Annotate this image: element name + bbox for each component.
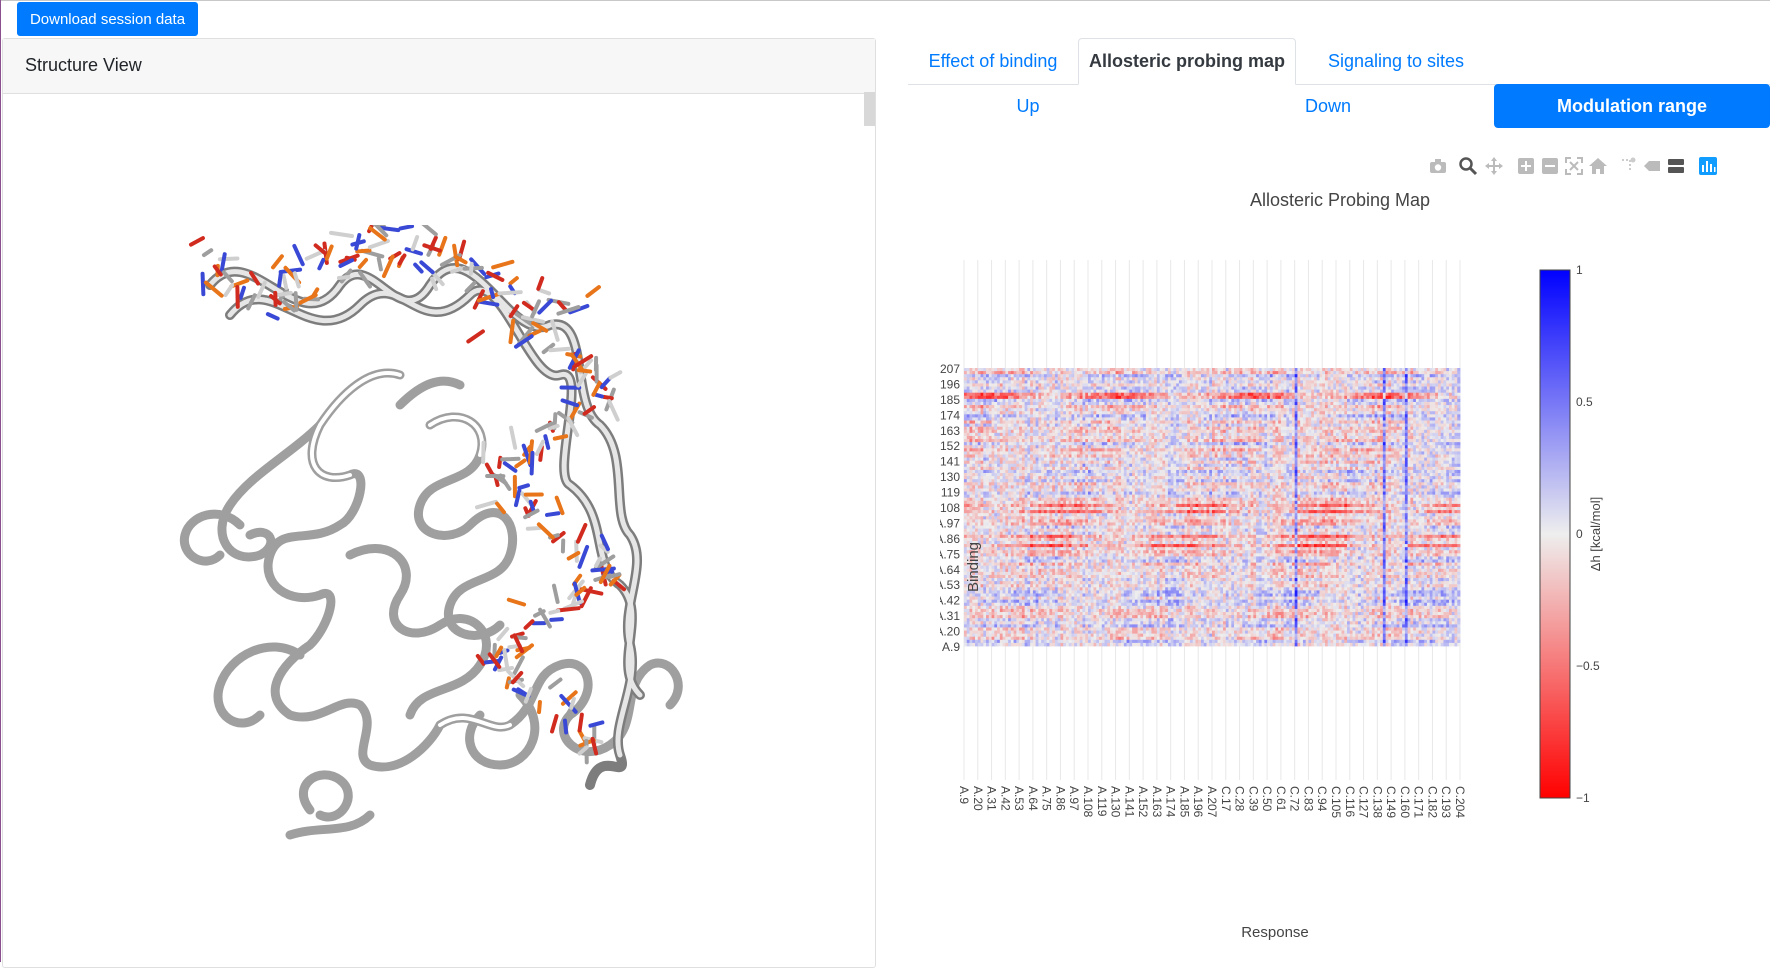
y-tick-label: A.53 — [940, 578, 960, 592]
x-tick-label: C.149 — [1384, 786, 1398, 818]
subtab-modulation-range[interactable]: Modulation range — [1494, 84, 1770, 128]
x-tick-label: A.9 — [957, 786, 971, 804]
zoom-out-icon[interactable] — [1540, 156, 1560, 176]
y-tick-label: A.174 — [940, 408, 960, 422]
y-tick-label: A.196 — [940, 377, 960, 391]
x-tick-label: A.174 — [1164, 786, 1178, 818]
x-tick-label: A.185 — [1177, 786, 1191, 818]
x-tick-label: A.141 — [1122, 786, 1136, 818]
colorbar-tick-label: 0.5 — [1576, 395, 1593, 409]
plot-modebar — [1428, 156, 1758, 178]
structure-view-scrollbar[interactable] — [864, 92, 875, 126]
y-tick-label: A.20 — [940, 625, 960, 639]
x-tick-label: A.64 — [1026, 786, 1040, 811]
y-tick-label: A.119 — [940, 486, 960, 500]
x-tick-label: A.152 — [1136, 786, 1150, 818]
x-tick-label: A.207 — [1205, 786, 1219, 818]
colorbar-tick-label: −0.5 — [1576, 659, 1600, 673]
autoscale-icon[interactable] — [1564, 156, 1584, 176]
x-tick-label: A.86 — [1053, 786, 1067, 811]
x-tick-label: C.182 — [1425, 786, 1439, 818]
y-tick-label: A.97 — [940, 516, 960, 530]
zoom-icon[interactable] — [1458, 156, 1478, 176]
y-tick-label: A.108 — [940, 501, 960, 515]
y-tick-label: A.163 — [940, 424, 960, 438]
x-tick-label: C.160 — [1398, 786, 1412, 818]
y-tick-label: A.152 — [940, 439, 960, 453]
reset-axes-icon[interactable] — [1588, 156, 1608, 176]
hover-closest-icon[interactable] — [1642, 156, 1662, 176]
x-tick-label: C.127 — [1357, 786, 1371, 818]
tab-effect-of-binding[interactable]: Effect of binding — [908, 38, 1078, 84]
analysis-tabs: Effect of binding Allosteric probing map… — [908, 38, 1770, 85]
x-tick-label: A.130 — [1109, 786, 1123, 818]
x-tick-label: C.72 — [1288, 786, 1302, 812]
camera-icon[interactable] — [1428, 156, 1448, 176]
structure-view-header: Structure View — [3, 39, 875, 94]
y-tick-label: A.130 — [940, 470, 960, 484]
x-tick-label: C.193 — [1439, 786, 1453, 818]
tab-signaling-to-sites[interactable]: Signaling to sites — [1296, 38, 1496, 84]
x-tick-label: A.75 — [1040, 786, 1054, 811]
y-axis-label: Binding — [965, 542, 982, 592]
mode-subtabs: Up Down Modulation range — [908, 84, 1770, 128]
y-tick-label: A.75 — [940, 547, 960, 561]
x-tick-label: C.39 — [1246, 786, 1260, 812]
y-tick-label: A.207 — [940, 362, 960, 376]
x-tick-label: A.20 — [971, 786, 985, 811]
zoom-in-icon[interactable] — [1516, 156, 1536, 176]
x-tick-label: C.94 — [1315, 786, 1329, 812]
x-tick-label: A.119 — [1095, 786, 1109, 817]
colorbar — [1540, 270, 1570, 798]
x-tick-label: C.50 — [1260, 786, 1274, 812]
x-tick-label: C.83 — [1301, 786, 1315, 812]
x-tick-label: A.53 — [1012, 786, 1026, 811]
x-tick-label: A.163 — [1150, 786, 1164, 818]
x-tick-label: C.116 — [1343, 786, 1357, 817]
molecule-viewer[interactable] — [170, 225, 760, 855]
subtab-down[interactable]: Down — [1208, 84, 1448, 128]
x-tick-label: C.61 — [1274, 786, 1288, 812]
y-tick-label: A.86 — [940, 532, 960, 546]
x-tick-label: C.105 — [1329, 786, 1343, 818]
structure-view-title: Structure View — [25, 55, 142, 76]
x-tick-label: C.171 — [1412, 786, 1426, 818]
y-tick-label: A.185 — [940, 393, 960, 407]
download-session-button[interactable]: Download session data — [17, 2, 198, 36]
x-tick-label: C.204 — [1453, 786, 1467, 818]
colorbar-tick-label: 1 — [1576, 263, 1583, 277]
allosteric-heatmap[interactable]: A.9A.20A.31A.42A.53A.64A.75A.86A.97A.108… — [940, 260, 1770, 960]
y-tick-label: A.64 — [940, 563, 960, 577]
y-tick-label: A.9 — [942, 640, 960, 654]
colorbar-title: Δh [kcal/mol] — [1588, 497, 1603, 571]
plotly-logo-icon[interactable] — [1698, 156, 1718, 176]
x-tick-label: C.138 — [1370, 786, 1384, 818]
x-tick-label: A.31 — [985, 786, 999, 811]
y-tick-label: A.31 — [940, 609, 960, 623]
x-tick-label: C.28 — [1233, 786, 1247, 812]
x-tick-label: A.97 — [1067, 786, 1081, 811]
x-axis-label: Response — [1241, 924, 1309, 941]
spike-lines-icon[interactable] — [1618, 156, 1638, 176]
x-tick-label: A.108 — [1081, 786, 1095, 818]
hover-compare-icon[interactable] — [1666, 156, 1686, 176]
x-tick-label: A.196 — [1191, 786, 1205, 818]
y-tick-label: A.42 — [940, 594, 960, 608]
y-tick-label: A.141 — [940, 455, 960, 469]
pan-icon[interactable] — [1484, 156, 1504, 176]
x-tick-label: C.17 — [1219, 786, 1233, 812]
tab-allosteric-probing-map[interactable]: Allosteric probing map — [1078, 38, 1296, 85]
plot-title: Allosteric Probing Map — [1160, 190, 1520, 211]
subtab-up[interactable]: Up — [908, 84, 1148, 128]
colorbar-tick-label: 0 — [1576, 527, 1583, 541]
colorbar-tick-label: −1 — [1576, 791, 1590, 805]
x-tick-label: A.42 — [998, 786, 1012, 811]
